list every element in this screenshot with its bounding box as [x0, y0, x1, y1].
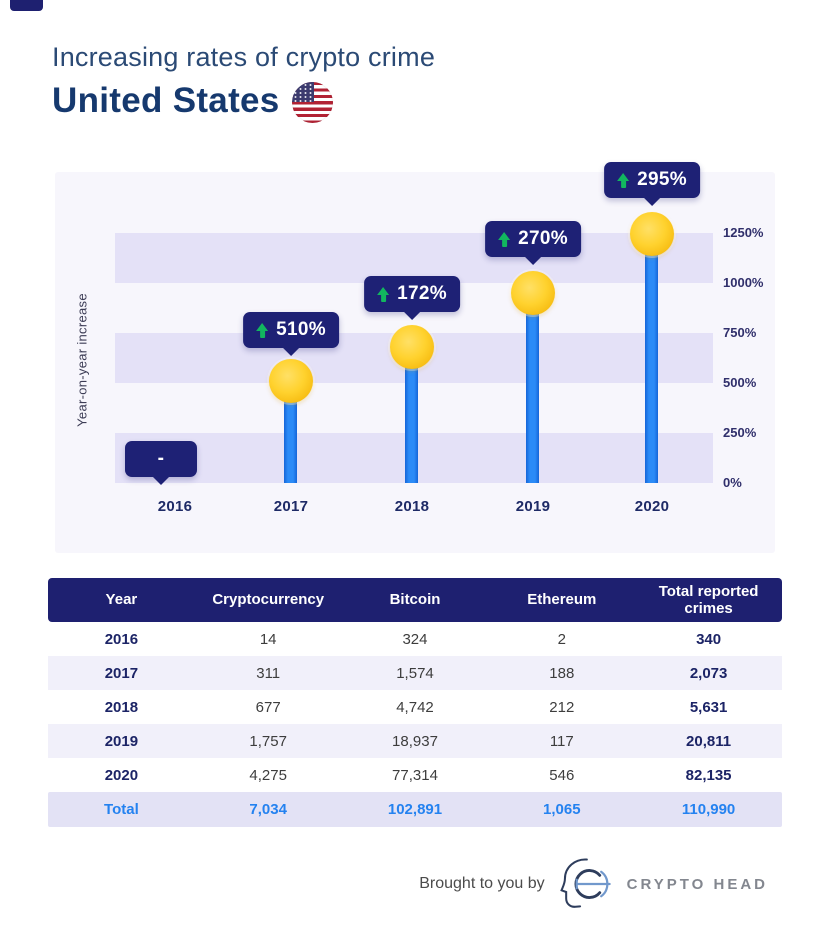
cell-total-label: Total — [104, 801, 139, 818]
cryptohead-logo-icon — [559, 858, 611, 908]
crime-statistics-table: Year Cryptocurrency Bitcoin Ethereum Tot… — [48, 578, 782, 827]
cell-total-ethereum: 1,065 — [543, 801, 581, 818]
cell-cryptocurrency: 677 — [255, 698, 281, 716]
yoy-increase-chart: Year-on-year increase 1250% 1000% 750% 5… — [55, 162, 775, 553]
cell-total: 20,811 — [686, 732, 732, 750]
table-row-total: Total 7,034 102,891 1,065 110,990 — [48, 792, 782, 827]
callout-2020: 295% — [604, 162, 700, 198]
footer: Brought to you by CRYPTO HEAD — [419, 856, 768, 912]
callout-2016: - — [125, 441, 197, 477]
cell-year: 2018 — [104, 698, 139, 716]
y-tick-750: 750% — [723, 325, 757, 340]
coin-icon-2019 — [511, 271, 555, 315]
x-label-2017: 2017 — [273, 498, 309, 515]
coin-icon-2020 — [630, 212, 674, 256]
bar-2018 — [405, 347, 418, 483]
cell-total: 340 — [696, 630, 722, 648]
increase-arrow-icon — [256, 322, 269, 338]
y-tick-500: 500% — [723, 375, 757, 390]
callout-value-2018: 172% — [397, 283, 447, 304]
coin-icon-2017 — [269, 359, 313, 403]
callout-2018: 172% — [364, 276, 460, 312]
cell-total: 2,073 — [689, 664, 728, 682]
bar-2019 — [526, 293, 539, 483]
cell-cryptocurrency: 1,757 — [249, 732, 287, 750]
bar-2017 — [284, 381, 297, 483]
cell-cryptocurrency: 311 — [256, 664, 281, 682]
cell-bitcoin: 324 — [402, 630, 428, 648]
cell-total: 5,631 — [689, 698, 728, 716]
callout-2019: 270% — [485, 221, 581, 257]
cell-ethereum: 546 — [549, 766, 575, 784]
ribbon-mark — [10, 0, 43, 11]
cell-ethereum: 212 — [549, 698, 575, 716]
increase-arrow-icon — [498, 231, 511, 247]
increase-arrow-icon — [377, 286, 390, 302]
brand-name: CRYPTO HEAD — [626, 875, 768, 893]
y-tick-1000: 1000% — [723, 275, 764, 290]
callout-value-2017: 510% — [276, 319, 326, 340]
cell-year: 2020 — [104, 766, 139, 784]
col-header-cryptocurrency: Cryptocurrency — [212, 591, 325, 609]
callout-value-2019: 270% — [518, 228, 568, 249]
increase-arrow-icon — [617, 172, 630, 188]
table-row-2019: 2019 1,757 18,937 117 20,811 — [48, 724, 782, 758]
cell-bitcoin: 4,742 — [396, 698, 434, 716]
col-header-year: Year — [105, 591, 138, 609]
cell-total: 82,135 — [685, 766, 732, 784]
cell-ethereum: 117 — [549, 732, 574, 750]
x-label-2016: 2016 — [157, 498, 193, 515]
y-axis-label: Year-on-year increase — [74, 293, 90, 427]
cell-year: 2017 — [104, 664, 139, 682]
cell-bitcoin: 77,314 — [392, 766, 438, 784]
bar-2020 — [645, 234, 658, 483]
table-row-2018: 2018 677 4,742 212 5,631 — [48, 690, 782, 724]
col-header-bitcoin: Bitcoin — [389, 591, 441, 609]
col-header-total: Total reported crimes — [658, 582, 759, 617]
y-tick-250: 250% — [723, 425, 757, 440]
cell-ethereum: 2 — [557, 630, 566, 648]
us-flag-icon — [291, 82, 333, 123]
callout-value-2016: - — [157, 448, 165, 469]
cell-total-bitcoin: 102,891 — [387, 801, 443, 818]
cell-bitcoin: 1,574 — [396, 664, 434, 682]
attribution-text: Brought to you by — [419, 875, 545, 892]
flag-canton — [291, 82, 314, 102]
x-label-2019: 2019 — [515, 498, 551, 515]
cell-bitcoin: 18,937 — [392, 732, 438, 750]
header: Increasing rates of crypto crime United … — [52, 42, 435, 123]
table-header-row: Year Cryptocurrency Bitcoin Ethereum Tot… — [48, 578, 782, 622]
cell-ethereum: 188 — [549, 664, 575, 682]
table-row-2016: 2016 14 324 2 340 — [48, 622, 782, 656]
cell-total-cryptocurrency: 7,034 — [249, 801, 287, 818]
cell-cryptocurrency: 4,275 — [249, 766, 287, 784]
table-row-2017: 2017 311 1,574 188 2,073 — [48, 656, 782, 690]
callout-value-2020: 295% — [637, 169, 687, 190]
page-title-line1: Increasing rates of crypto crime — [52, 42, 436, 72]
x-label-2020: 2020 — [634, 498, 670, 515]
cell-cryptocurrency: 14 — [259, 630, 277, 648]
page-title-line2: United States — [52, 81, 280, 120]
cell-year: 2016 — [104, 630, 139, 648]
cell-grand-total: 110,990 — [681, 801, 736, 818]
callout-2017: 510% — [243, 312, 339, 348]
y-tick-0: 0% — [723, 475, 742, 490]
table-row-2020: 2020 4,275 77,314 546 82,135 — [48, 758, 782, 792]
x-label-2018: 2018 — [394, 498, 430, 515]
y-tick-1250: 1250% — [723, 225, 764, 240]
coin-icon-2018 — [390, 325, 434, 369]
col-header-ethereum: Ethereum — [527, 591, 597, 609]
cell-year: 2019 — [104, 732, 139, 750]
